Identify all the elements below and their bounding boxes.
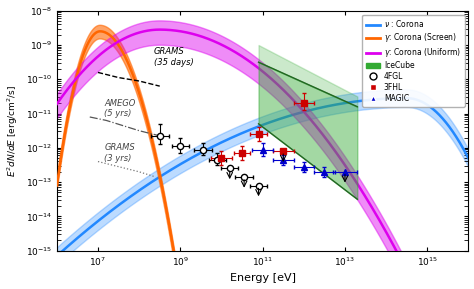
Y-axis label: $E^2 dN/dE$ [erg/cm$^2$/s]: $E^2 dN/dE$ [erg/cm$^2$/s]	[6, 84, 20, 177]
Legend: $\nu$ : Corona, $\gamma$: Corona (Screen), $\gamma$: Corona (Uniform), IceCube, : $\nu$ : Corona, $\gamma$: Corona (Screen…	[363, 14, 465, 107]
X-axis label: Energy [eV]: Energy [eV]	[229, 273, 296, 284]
Text: GRAMS
(3 yrs): GRAMS (3 yrs)	[104, 143, 135, 163]
Text: GRAMS
(35 days): GRAMS (35 days)	[154, 47, 193, 67]
Text: AMEGO
(5 yrs): AMEGO (5 yrs)	[104, 99, 136, 118]
